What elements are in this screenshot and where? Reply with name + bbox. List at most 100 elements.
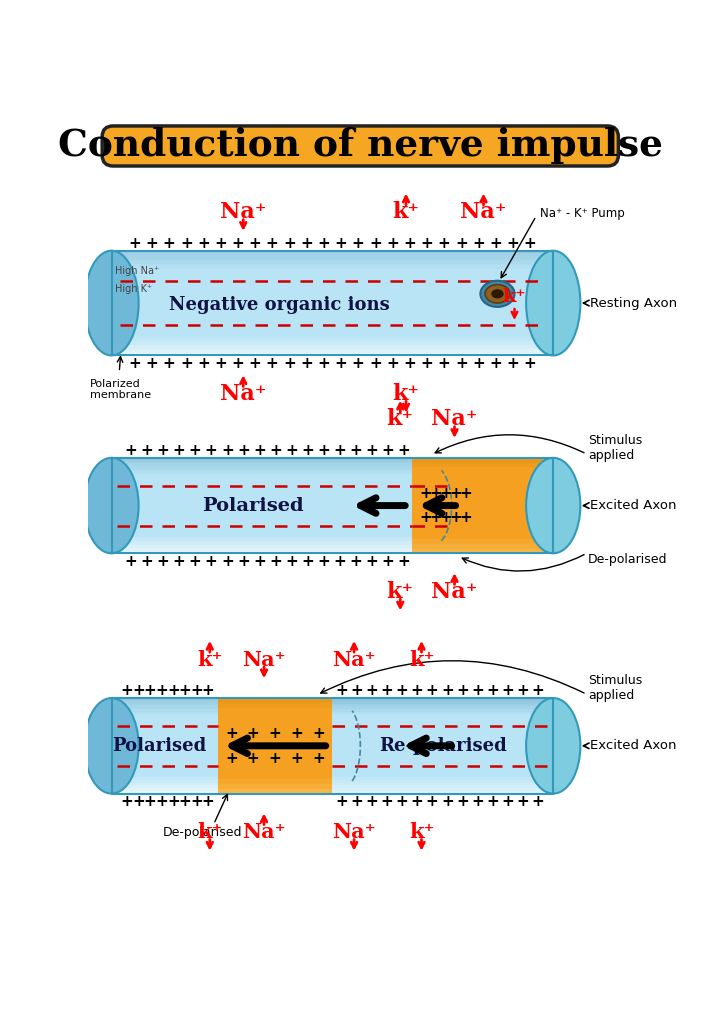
Text: +: +: [501, 794, 514, 809]
Ellipse shape: [480, 281, 515, 307]
Bar: [333, 709, 554, 712]
Bar: [112, 337, 554, 340]
Bar: [112, 463, 412, 466]
Bar: [412, 539, 555, 544]
Text: +: +: [366, 794, 378, 809]
Text: +: +: [438, 355, 450, 371]
Bar: [112, 535, 412, 537]
Text: k⁺: k⁺: [197, 649, 222, 670]
Bar: [333, 698, 554, 700]
Text: +: +: [489, 355, 502, 371]
Text: +: +: [333, 442, 346, 458]
Text: +: +: [283, 355, 296, 371]
Text: +: +: [190, 683, 203, 698]
Text: +: +: [269, 554, 282, 568]
Text: +: +: [269, 442, 282, 458]
FancyBboxPatch shape: [102, 126, 618, 166]
Text: +: +: [290, 726, 303, 741]
Text: +: +: [382, 554, 395, 568]
Bar: [112, 251, 554, 253]
Text: +: +: [202, 683, 215, 698]
Bar: [112, 788, 217, 791]
Bar: [112, 253, 554, 256]
Bar: [112, 466, 412, 469]
Bar: [112, 353, 554, 355]
Text: +: +: [249, 236, 261, 251]
Text: Negative organic ions: Negative organic ions: [169, 296, 390, 313]
Text: +: +: [506, 236, 519, 251]
Text: +: +: [441, 794, 454, 809]
Bar: [112, 251, 554, 355]
Text: +: +: [460, 485, 472, 501]
Text: +: +: [237, 442, 250, 458]
Text: +: +: [318, 554, 330, 568]
Bar: [112, 543, 412, 545]
Text: +: +: [128, 236, 141, 251]
Text: +: +: [124, 554, 137, 568]
Text: +: +: [190, 794, 203, 809]
Text: +: +: [189, 442, 201, 458]
Text: +: +: [429, 485, 442, 501]
Text: +: +: [440, 485, 453, 501]
Bar: [112, 458, 412, 553]
Text: +: +: [421, 355, 433, 371]
Text: +: +: [163, 355, 176, 371]
Text: +: +: [301, 442, 314, 458]
Text: Na⁺: Na⁺: [431, 581, 478, 603]
Text: High K⁺: High K⁺: [114, 284, 152, 294]
Text: +: +: [225, 726, 238, 741]
Text: +: +: [395, 683, 408, 698]
Text: Excited Axon: Excited Axon: [590, 499, 676, 512]
Bar: [112, 345, 554, 347]
Bar: [112, 471, 412, 474]
Text: +: +: [426, 683, 438, 698]
Text: +: +: [419, 485, 432, 501]
Text: +: +: [472, 355, 485, 371]
Bar: [217, 702, 333, 708]
Text: k⁺: k⁺: [503, 288, 526, 306]
Bar: [333, 782, 554, 785]
Text: +: +: [352, 355, 364, 371]
Bar: [112, 261, 554, 264]
Text: +: +: [318, 442, 330, 458]
Text: +: +: [121, 683, 133, 698]
Bar: [112, 782, 217, 785]
Text: +: +: [179, 794, 191, 809]
Text: +: +: [285, 554, 298, 568]
Bar: [112, 350, 554, 353]
Text: +: +: [460, 510, 472, 525]
Bar: [112, 703, 217, 707]
Bar: [217, 784, 333, 788]
Text: +: +: [205, 554, 217, 568]
Text: Re-polarised: Re-polarised: [379, 737, 507, 755]
Text: +: +: [197, 236, 210, 251]
Text: +: +: [128, 355, 141, 371]
Text: Excited Axon: Excited Axon: [590, 739, 676, 753]
Text: Stimulus
applied: Stimulus applied: [588, 434, 642, 462]
Text: +: +: [386, 355, 399, 371]
Text: +: +: [202, 794, 215, 809]
Text: +: +: [163, 236, 176, 251]
Text: +: +: [349, 442, 362, 458]
Bar: [112, 335, 554, 337]
Bar: [112, 774, 217, 777]
Text: +: +: [268, 726, 281, 741]
Text: +: +: [472, 236, 485, 251]
Text: Polarised: Polarised: [202, 497, 304, 515]
Text: +: +: [215, 355, 227, 371]
Text: +: +: [179, 683, 191, 698]
Text: +: +: [121, 794, 133, 809]
Text: +: +: [247, 751, 260, 766]
Text: +: +: [312, 726, 325, 741]
Text: +: +: [397, 554, 410, 568]
Text: +: +: [524, 236, 537, 251]
Text: +: +: [532, 794, 544, 809]
Text: +: +: [516, 794, 529, 809]
Text: +: +: [205, 442, 217, 458]
Text: +: +: [155, 794, 168, 809]
Bar: [112, 707, 217, 709]
Text: +: +: [132, 794, 145, 809]
Text: +: +: [232, 355, 244, 371]
Text: +: +: [157, 554, 169, 568]
Bar: [112, 469, 412, 471]
